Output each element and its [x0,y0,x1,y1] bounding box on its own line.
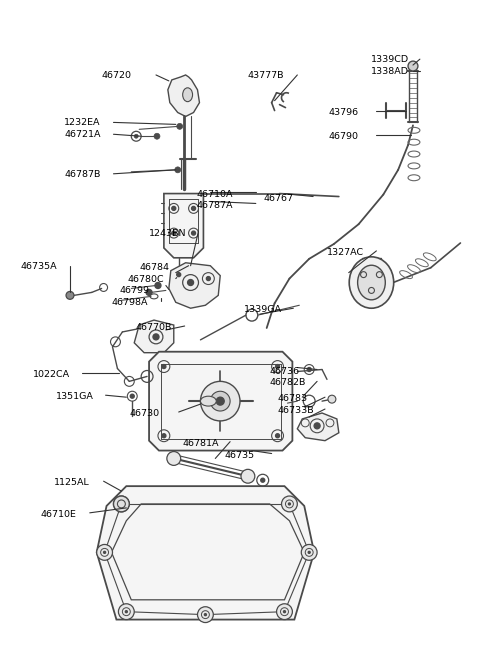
Text: 1232EA: 1232EA [64,119,101,128]
Circle shape [66,291,74,299]
Circle shape [113,496,129,512]
Circle shape [192,206,195,210]
Text: 1327AC: 1327AC [327,248,364,257]
Polygon shape [96,486,314,620]
Polygon shape [297,413,339,441]
Text: 46783: 46783 [277,394,308,403]
Text: 1338AD: 1338AD [371,67,408,76]
Text: 46710A: 46710A [196,189,233,198]
Circle shape [201,381,240,421]
Text: 1022CA: 1022CA [33,371,70,379]
Circle shape [188,280,193,286]
Circle shape [154,133,160,140]
Circle shape [172,231,176,235]
Text: 46787B: 46787B [64,170,100,179]
Text: 1339GA: 1339GA [244,305,282,314]
Text: 1339CD: 1339CD [371,55,408,64]
Circle shape [197,607,213,622]
Polygon shape [168,75,200,117]
Circle shape [281,496,297,512]
Circle shape [261,478,264,482]
Circle shape [328,395,336,403]
Text: 43777B: 43777B [248,71,285,80]
Text: 46733B: 46733B [277,406,314,415]
Text: 46784: 46784 [139,263,169,272]
Circle shape [119,604,134,620]
Circle shape [172,206,176,210]
Polygon shape [149,352,292,451]
Text: 46787A: 46787A [196,202,233,210]
Circle shape [284,610,286,612]
Circle shape [175,167,180,173]
Ellipse shape [183,88,192,102]
Circle shape [177,123,183,129]
Text: 46710E: 46710E [40,510,76,519]
Text: 46735A: 46735A [21,262,57,271]
Text: 46780C: 46780C [127,274,164,284]
Text: 46798A: 46798A [111,298,148,307]
Circle shape [216,397,224,405]
Text: 1125AL: 1125AL [54,478,90,487]
Circle shape [153,334,159,340]
Circle shape [276,365,279,369]
Circle shape [125,610,127,612]
Text: 46781A: 46781A [183,439,219,448]
Circle shape [113,496,129,512]
Circle shape [288,503,290,505]
Circle shape [206,276,210,280]
Circle shape [134,134,138,138]
Text: 46782B: 46782B [270,379,306,387]
Ellipse shape [349,257,394,309]
Circle shape [162,365,166,369]
Circle shape [162,434,166,438]
Circle shape [307,367,311,371]
Circle shape [241,470,255,483]
Text: 46730: 46730 [129,409,159,418]
Text: 46721A: 46721A [64,130,101,140]
Circle shape [276,434,279,438]
Text: 46799: 46799 [120,286,149,295]
Text: 46790: 46790 [329,132,359,141]
Text: 46720: 46720 [102,71,132,80]
Circle shape [177,272,180,276]
Ellipse shape [201,396,216,406]
Text: 1351GA: 1351GA [56,392,94,402]
Circle shape [192,231,195,235]
Text: 43796: 43796 [329,107,359,117]
Circle shape [408,61,418,71]
Circle shape [210,391,230,411]
Circle shape [96,544,112,560]
Circle shape [314,423,320,429]
Circle shape [276,604,292,620]
Text: 46736: 46736 [270,367,300,375]
Text: 46767: 46767 [264,194,294,202]
Circle shape [155,282,161,288]
Circle shape [204,614,206,616]
Circle shape [167,451,180,466]
Polygon shape [169,263,220,309]
Text: 46735: 46735 [224,451,254,460]
Circle shape [146,290,152,295]
Circle shape [104,552,106,553]
Polygon shape [164,194,204,258]
Text: 46770B: 46770B [135,323,172,332]
Circle shape [120,503,122,505]
Text: 1243BN: 1243BN [149,229,187,238]
Circle shape [301,544,317,560]
Circle shape [130,394,134,398]
Polygon shape [134,320,174,352]
Ellipse shape [358,265,385,300]
Circle shape [308,552,310,553]
